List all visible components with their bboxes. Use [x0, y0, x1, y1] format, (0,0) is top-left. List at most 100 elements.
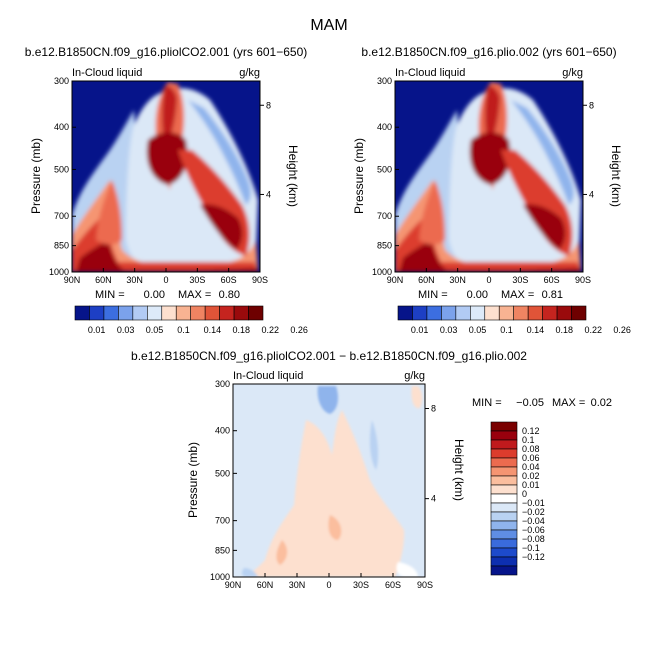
colorbar-label: 0	[522, 489, 527, 499]
colorbar-label: 0.26	[290, 325, 308, 335]
y-tick-label: 700	[215, 516, 230, 526]
colorbar-label: 0.1	[177, 325, 190, 335]
colorbar-label: 0.1	[522, 435, 535, 445]
panel-exp2-min-label: MIN =	[418, 289, 448, 301]
colorbar-swatch	[103, 305, 119, 321]
colorbar-label: 0.05	[146, 325, 164, 335]
colorbar-swatch	[147, 305, 163, 321]
colorbar-swatch	[490, 511, 518, 522]
panel-exp1-ylabel: Pressure (mb)	[29, 138, 43, 214]
panel-diff: b.e12.B1850CN.f09_g16.pliolCO2.001 − b.e…	[131, 349, 612, 578]
colorbar-swatch	[542, 305, 558, 321]
y-tick-label: 300	[377, 76, 392, 86]
colorbar-label: −0.02	[522, 507, 545, 517]
colorbar-swatch	[490, 565, 518, 576]
panel-exp1-max-value: 0.80	[219, 289, 240, 301]
colorbar-swatch	[426, 305, 442, 321]
colorbar-swatch	[484, 305, 500, 321]
panel-diff-field	[233, 384, 425, 577]
panel-exp1-left-label: In-Cloud liquid	[72, 67, 142, 79]
panel-exp2-field	[395, 81, 583, 272]
colorbar-label: 0.03	[117, 325, 135, 335]
x-tick-label: 60S	[221, 275, 237, 285]
colorbar-label: 0.08	[522, 444, 540, 454]
colorbar-swatch	[490, 484, 518, 495]
page-title: MAM	[310, 17, 347, 34]
colorbar-label: 0.22	[584, 325, 602, 335]
colorbar-swatch	[118, 305, 134, 321]
y-tick-label: 500	[215, 468, 230, 478]
colorbar-label: 0.01	[411, 325, 429, 335]
y-tick-label: 1000	[49, 267, 69, 277]
x-tick-label: 30N	[449, 275, 466, 285]
panel-diff-y2label: Height (km)	[452, 439, 466, 501]
colorbar-label: 0.12	[522, 426, 540, 436]
colorbar-swatch	[204, 305, 220, 321]
y2-tick-label: 8	[266, 100, 271, 110]
y2-tick-label: 8	[431, 404, 436, 414]
panel-diff-max-value: 0.02	[591, 397, 612, 409]
x-tick-label: 0	[486, 275, 491, 285]
colorbar-label: 0.03	[440, 325, 458, 335]
y-tick-label: 850	[215, 545, 230, 555]
colorbar-swatch	[556, 305, 572, 321]
panel-exp2-max-label: MAX =	[501, 289, 534, 301]
colorbar-swatch	[190, 305, 206, 321]
colorbar-swatch	[89, 305, 105, 321]
y-tick-label: 400	[377, 122, 392, 132]
panel-exp2: b.e12.B1850CN.f09_g16.plio.002 (yrs 601−…	[352, 45, 623, 301]
x-tick-label: 60S	[544, 275, 560, 285]
panel-exp2-y2label: Height (km)	[609, 145, 623, 207]
panel-diff-left-label: In-Cloud liquid	[233, 370, 303, 382]
panel-exp1-max-label: MAX =	[178, 289, 211, 301]
y-tick-label: 500	[54, 164, 69, 174]
colorbar-swatch	[490, 421, 518, 432]
panel-exp1-min-label: MIN =	[95, 289, 125, 301]
chart-marks: 90N 60N 30N 0 30S 60S 90S 300 400 500 700 850 1000 8 4…	[49, 76, 631, 590]
x-tick-label: 90N	[64, 275, 81, 285]
colorbar-label: 0.06	[522, 453, 540, 463]
x-tick-label: 90S	[575, 275, 591, 285]
y-tick-label: 400	[54, 122, 69, 132]
y-tick-label: 400	[215, 426, 230, 436]
x-tick-label: 90N	[225, 580, 242, 590]
colorbar-swatch	[161, 305, 177, 321]
y2-tick-label: 8	[589, 100, 594, 110]
colorbar-swatch	[219, 305, 235, 321]
colorbar-label: 0.26	[613, 325, 631, 335]
colorbar-swatch	[527, 305, 543, 321]
x-tick-label: 60N	[95, 275, 112, 285]
colorbar-swatch	[470, 305, 486, 321]
y-tick-label: 300	[54, 76, 69, 86]
panel-exp2-min-value: 0.00	[467, 289, 488, 301]
colorbar-label: 0.04	[522, 462, 540, 472]
panel-exp2-ylabel: Pressure (mb)	[352, 138, 366, 214]
colorbar-swatch	[490, 439, 518, 450]
panel-exp2-max-value: 0.81	[542, 289, 563, 301]
x-tick-label: 60N	[418, 275, 435, 285]
panel-diff-min-label: MIN =	[472, 397, 502, 409]
colorbar-label: −0.06	[522, 525, 545, 535]
colorbar-swatch	[490, 529, 518, 540]
colorbar-swatch	[490, 430, 518, 441]
colorbar-swatch	[397, 305, 413, 321]
colorbar-swatch	[571, 305, 587, 321]
panel-exp1-min-value: 0.00	[144, 289, 165, 301]
colorbar-label: 0.01	[522, 480, 540, 490]
colorbar-swatch	[490, 475, 518, 486]
colorbar-label: 0.14	[527, 325, 545, 335]
panel-diff-ylabel: Pressure (mb)	[186, 442, 200, 518]
panel-exp1: b.e12.B1850CN.f09_g16.pliolCO2.001 (yrs …	[25, 45, 308, 301]
colorbar-swatch	[490, 466, 518, 477]
x-tick-label: 30S	[512, 275, 528, 285]
x-tick-label: 60S	[385, 580, 401, 590]
panel-diff-title: b.e12.B1850CN.f09_g16.pliolCO2.001 − b.e…	[131, 349, 527, 363]
colorbar-swatch	[233, 305, 249, 321]
y-tick-label: 1000	[210, 572, 230, 582]
colorbar-label: 0.18	[233, 325, 251, 335]
colorbar-label: 0.1	[500, 325, 513, 335]
x-tick-label: 0	[163, 275, 168, 285]
colorbar-swatch	[490, 448, 518, 459]
x-tick-label: 90N	[387, 275, 404, 285]
